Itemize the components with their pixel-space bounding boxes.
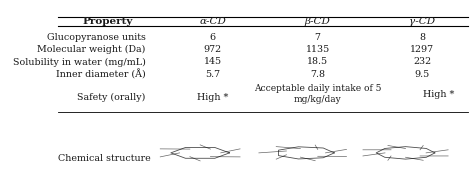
Text: 7.8: 7.8 xyxy=(310,70,325,79)
Text: 232: 232 xyxy=(413,58,431,66)
Text: γ-CD: γ-CD xyxy=(409,17,436,26)
Text: Acceptable daily intake of 5
mg/kg/day: Acceptable daily intake of 5 mg/kg/day xyxy=(254,84,381,104)
Text: 972: 972 xyxy=(204,45,222,54)
Text: 8: 8 xyxy=(419,33,425,41)
Text: 145: 145 xyxy=(204,58,222,66)
Text: Chemical structure: Chemical structure xyxy=(58,154,150,163)
Text: α-CD: α-CD xyxy=(199,17,226,26)
Text: 6: 6 xyxy=(210,33,216,41)
Text: Safety (orally): Safety (orally) xyxy=(77,93,146,102)
Text: 5.7: 5.7 xyxy=(205,70,220,79)
Text: Solubility in water (mg/mL): Solubility in water (mg/mL) xyxy=(13,57,146,67)
Text: β-CD: β-CD xyxy=(305,17,330,26)
Text: Molecular weight (Da): Molecular weight (Da) xyxy=(37,45,146,54)
Text: 18.5: 18.5 xyxy=(307,58,328,66)
Text: Inner diameter (Å): Inner diameter (Å) xyxy=(56,69,146,80)
Text: 1135: 1135 xyxy=(305,45,329,54)
Text: High *: High * xyxy=(423,90,455,99)
Text: Glucopyranose units: Glucopyranose units xyxy=(47,33,146,41)
Text: 7: 7 xyxy=(315,33,320,41)
Text: Property: Property xyxy=(83,17,133,26)
Text: 9.5: 9.5 xyxy=(415,70,430,79)
Text: High *: High * xyxy=(197,93,228,102)
Text: 1297: 1297 xyxy=(410,45,434,54)
